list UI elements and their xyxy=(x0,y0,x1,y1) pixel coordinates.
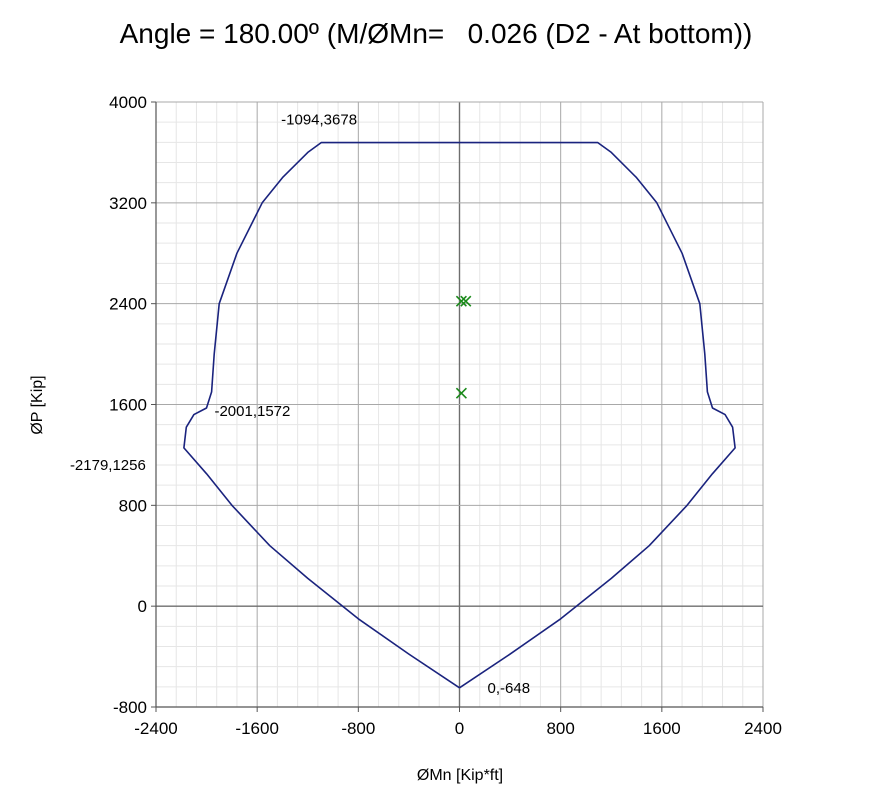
x-tick-label: 800 xyxy=(546,719,574,738)
x-tick-label: -800 xyxy=(341,719,375,738)
y-tick-label: 4000 xyxy=(109,93,147,112)
load-point-marker xyxy=(455,295,467,307)
x-tick-labels: -2400 -1600 -800 0 800 1600 2400 xyxy=(134,719,782,738)
marker-group xyxy=(455,295,472,399)
x-tick-label: -1600 xyxy=(235,719,278,738)
y-tick-label: 0 xyxy=(138,597,147,616)
point-annotation: -1094,3678 xyxy=(281,112,357,129)
chart-title: Angle = 180.00º (M/ØMn= 0.026 (D2 - At b… xyxy=(119,18,753,49)
load-point-marker xyxy=(460,295,472,307)
y-tick-label: -800 xyxy=(113,698,147,717)
y-axis-label: ØP [Kip] xyxy=(29,375,46,434)
series-group xyxy=(183,141,736,689)
load-point-marker xyxy=(455,387,467,399)
annotation-group: -1094,3678 -2001,1572 -2179,1256 0,-648 xyxy=(70,112,530,697)
y-tick-label: 2400 xyxy=(109,295,147,314)
point-annotation: -2001,1572 xyxy=(214,403,290,420)
y-tick-label: 1600 xyxy=(109,396,147,415)
axes xyxy=(151,101,764,712)
point-annotation: -2179,1256 xyxy=(70,457,146,474)
point-annotation: 0,-648 xyxy=(488,680,531,697)
x-tick-label: 1600 xyxy=(643,719,681,738)
y-tick-label: 3200 xyxy=(109,194,147,213)
y-tick-label: 800 xyxy=(119,496,147,515)
interaction-curve xyxy=(183,141,736,689)
x-axis-label: ØMn [Kip*ft] xyxy=(417,767,503,784)
y-tick-labels: -800 0 800 1600 2400 3200 4000 xyxy=(109,93,147,717)
x-tick-label: -2400 xyxy=(134,719,177,738)
x-tick-label: 0 xyxy=(455,719,464,738)
x-tick-label: 2400 xyxy=(744,719,782,738)
